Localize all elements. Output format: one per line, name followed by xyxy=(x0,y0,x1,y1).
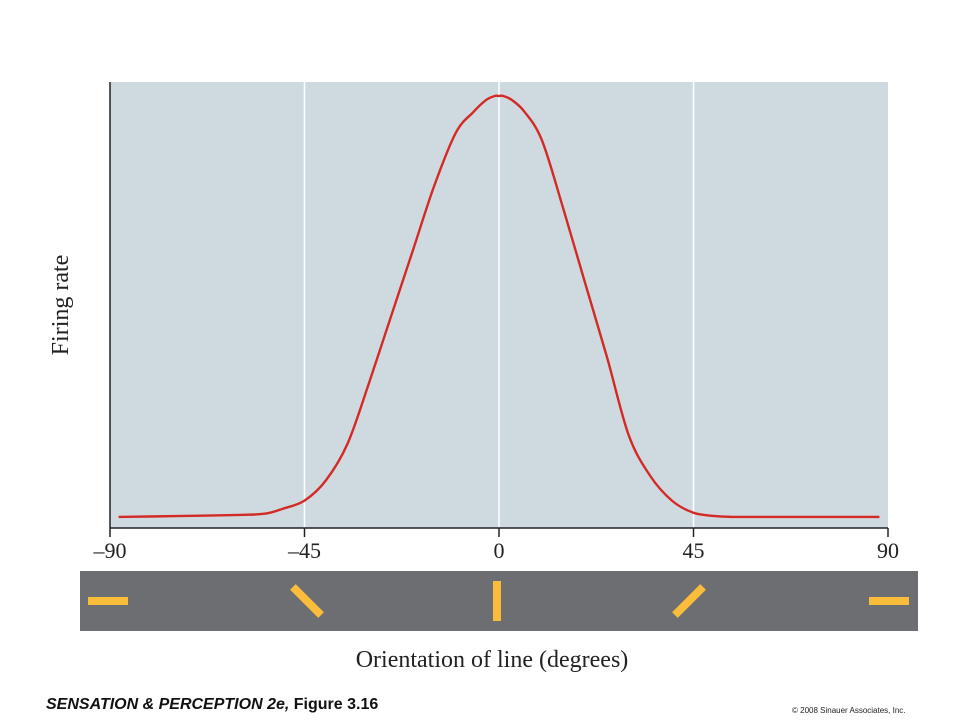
x-tick-label: 45 xyxy=(683,538,705,563)
x-ticks xyxy=(109,528,889,537)
x-tick-label: –90 xyxy=(93,538,127,563)
book-title: SENSATION & PERCEPTION 2e, xyxy=(46,696,290,713)
copyright-notice: © 2008 Sinauer Associates, Inc. xyxy=(792,706,906,715)
figure-number: Figure 3.16 xyxy=(289,696,379,713)
orientation-mark xyxy=(672,584,706,618)
y-axis-title: Firing rate xyxy=(48,255,74,356)
x-tick-label: –45 xyxy=(287,538,321,563)
orientation-mark xyxy=(290,584,324,618)
x-tick-labels: –90 –45 0 45 90 xyxy=(93,538,900,563)
figure-caption: SENSATION & PERCEPTION 2e, Figure 3.16 xyxy=(46,696,378,714)
x-tick-label: 0 xyxy=(494,538,505,563)
orientation-marks xyxy=(88,581,909,621)
tuning-curve-line xyxy=(118,94,880,519)
x-tick-label: 90 xyxy=(877,538,899,563)
gridlines xyxy=(303,82,695,528)
x-axis-title: Orientation of line (degrees) xyxy=(356,647,629,673)
